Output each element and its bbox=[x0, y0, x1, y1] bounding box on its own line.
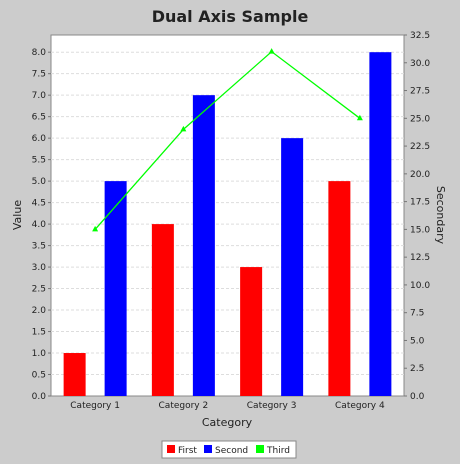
line-third bbox=[94, 50, 361, 230]
right-tick-label: 15.0 bbox=[410, 225, 430, 235]
bar-first-category-4 bbox=[328, 181, 351, 396]
right-axis-ticks: 0.0 2.5 5.0 7.5 10.0 12.5 15.0 17.5 20.0 22.5 25.0… bbox=[404, 31, 430, 402]
legend-label-first: First bbox=[178, 446, 197, 456]
x-axis-label: Category bbox=[202, 416, 253, 429]
left-tick-label: 7.0 bbox=[32, 91, 47, 101]
right-tick-label: 10.0 bbox=[410, 281, 430, 291]
right-tick-label: 0.0 bbox=[410, 392, 425, 402]
left-tick-label: 2.5 bbox=[32, 285, 46, 295]
right-tick-label: 5.0 bbox=[410, 336, 425, 346]
legend-swatch-first bbox=[167, 445, 175, 453]
left-tick-label: 5.0 bbox=[32, 177, 47, 187]
right-tick-label: 17.5 bbox=[410, 198, 430, 208]
category-label-category-4: Category 4 bbox=[335, 401, 385, 411]
y-axis-label: Value bbox=[11, 200, 24, 230]
point-third-category-2 bbox=[180, 125, 187, 132]
left-tick-label: 3.0 bbox=[32, 263, 47, 273]
left-tick-label: 8.0 bbox=[32, 48, 47, 58]
right-tick-label: 7.5 bbox=[410, 309, 424, 319]
bars bbox=[63, 52, 392, 397]
left-tick-label: 2.0 bbox=[32, 306, 47, 316]
bar-first-category-2 bbox=[151, 224, 174, 396]
right-tick-label: 32.5 bbox=[410, 31, 430, 41]
right-tick-label: 27.5 bbox=[410, 87, 430, 97]
point-third-category-3 bbox=[268, 48, 275, 54]
bar-second-category-4 bbox=[369, 52, 392, 396]
right-tick-label: 2.5 bbox=[410, 364, 424, 374]
left-tick-label: 7.5 bbox=[32, 70, 46, 80]
left-tick-label: 1.5 bbox=[32, 328, 46, 338]
left-tick-label: 6.0 bbox=[32, 134, 47, 144]
left-tick-label: 3.5 bbox=[32, 242, 46, 252]
category-label-category-1: Category 1 bbox=[70, 401, 120, 411]
right-tick-label: 25.0 bbox=[410, 114, 430, 124]
left-tick-label: 0.0 bbox=[32, 392, 47, 402]
left-tick-label: 5.5 bbox=[32, 156, 46, 166]
right-tick-label: 30.0 bbox=[410, 59, 430, 69]
bar-second-category-3 bbox=[281, 138, 304, 396]
category-axis-labels: Category 1 Category 2 Category 3 Category 4 bbox=[70, 401, 385, 411]
legend: First Second Third bbox=[161, 440, 297, 459]
left-tick-label: 4.0 bbox=[32, 220, 47, 230]
chart-title: Dual Axis Sample bbox=[152, 7, 309, 26]
bar-first-category-1 bbox=[63, 353, 86, 396]
bar-first-category-3 bbox=[240, 267, 263, 396]
grid-lines bbox=[51, 51, 404, 376]
left-tick-label: 6.5 bbox=[32, 113, 46, 123]
line-series bbox=[92, 48, 363, 232]
point-third-category-4 bbox=[356, 114, 363, 121]
category-label-category-3: Category 3 bbox=[247, 401, 297, 411]
category-label-category-2: Category 2 bbox=[159, 401, 209, 411]
bar-second-category-2 bbox=[192, 95, 215, 397]
legend-label-second: Second bbox=[215, 446, 248, 456]
bar-second-category-1 bbox=[104, 181, 127, 396]
right-tick-label: 12.5 bbox=[410, 253, 430, 263]
plot-area bbox=[50, 34, 405, 397]
left-axis-ticks: 0.0 0.5 1.0 1.5 2.0 2.5 3.0 3.5 4.0 4.5 5.0 5.5 6.0 6… bbox=[32, 48, 51, 402]
legend-label-third: Third bbox=[266, 446, 290, 456]
legend-swatch-third bbox=[256, 445, 264, 453]
right-tick-label: 20.0 bbox=[410, 170, 430, 180]
right-tick-label: 22.5 bbox=[410, 142, 430, 152]
left-tick-label: 4.5 bbox=[32, 199, 46, 209]
point-third-category-1 bbox=[92, 225, 99, 232]
y2-axis-label: Secondary bbox=[434, 186, 447, 245]
left-tick-label: 0.5 bbox=[32, 371, 46, 381]
legend-swatch-second bbox=[204, 445, 212, 453]
left-tick-label: 1.0 bbox=[32, 349, 47, 359]
